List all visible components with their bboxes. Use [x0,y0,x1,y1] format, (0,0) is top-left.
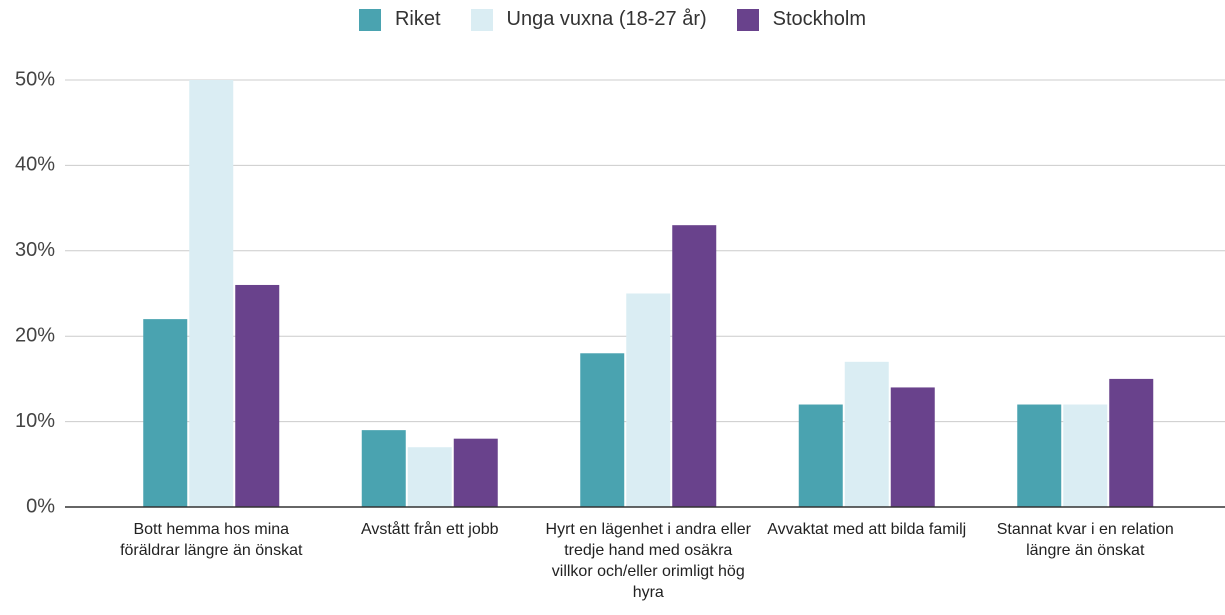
y-tick-label: 10% [15,410,55,432]
y-tick-label: 40% [15,154,55,176]
x-tick-label: Hyrt en lägenhet i andra eller tredje ha… [545,521,751,601]
bar [626,293,671,507]
x-tick-label: Stannat kvar i en relation längre än öns… [996,521,1174,559]
bar [361,430,406,507]
legend-swatch [736,8,759,31]
legend-item: Riket [358,8,441,31]
bar [453,438,498,507]
bar [844,361,889,507]
bar [1017,404,1062,507]
bar [143,319,188,507]
bar [1109,378,1154,507]
bar [1063,404,1108,507]
bar [580,353,625,507]
bar [890,387,935,507]
legend: Riket Unga vuxna (18-27 år) Stockholm [0,8,1225,31]
legend-item: Stockholm [736,8,867,31]
y-tick-label: 50% [15,68,55,90]
x-tick-label: Bott hemma hos mina föräldrar längre än … [120,521,303,559]
bar [189,80,234,507]
legend-swatch [470,8,493,31]
y-tick-label: 30% [15,239,55,261]
bar [798,404,843,507]
legend-swatch [358,8,381,31]
bar [672,225,717,507]
bar [235,284,280,507]
legend-label: Stockholm [772,8,867,30]
y-tick-label: 20% [15,324,55,346]
x-tick-label: Avstått från ett jobb [360,521,499,538]
legend-item: Unga vuxna (18-27 år) [470,8,707,31]
legend-label: Unga vuxna (18-27 år) [506,8,707,30]
x-tick-label: Avvaktat med att bilda familj [767,521,967,538]
y-tick-label: 0% [26,495,55,517]
legend-label: Riket [394,8,441,30]
bar [407,447,452,507]
